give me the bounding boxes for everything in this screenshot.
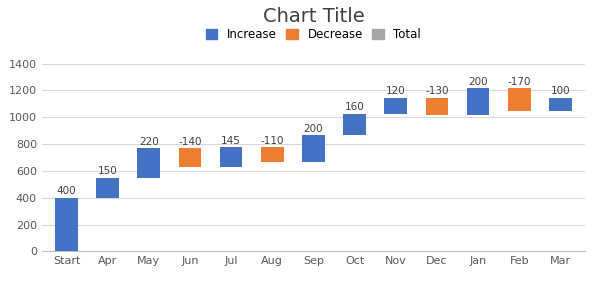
- Text: -140: -140: [179, 136, 202, 147]
- Bar: [508, 88, 531, 111]
- Text: -130: -130: [425, 86, 448, 96]
- Text: 120: 120: [386, 86, 405, 96]
- Title: Chart Title: Chart Title: [263, 7, 364, 26]
- Text: 145: 145: [221, 136, 241, 146]
- Bar: [261, 147, 284, 162]
- Bar: [137, 148, 160, 178]
- Text: 200: 200: [304, 124, 323, 134]
- Legend: Increase, Decrease, Total: Increase, Decrease, Total: [205, 28, 421, 41]
- Bar: [384, 98, 407, 114]
- Bar: [220, 147, 242, 167]
- Text: 200: 200: [468, 77, 488, 87]
- Bar: [302, 135, 325, 162]
- Bar: [343, 114, 366, 135]
- Bar: [549, 98, 572, 111]
- Text: -110: -110: [260, 136, 284, 146]
- Text: 400: 400: [57, 186, 76, 196]
- Text: 220: 220: [139, 136, 159, 147]
- Bar: [467, 88, 490, 115]
- Text: 100: 100: [550, 86, 570, 96]
- Bar: [426, 98, 448, 115]
- Text: 160: 160: [344, 102, 364, 112]
- Bar: [96, 178, 119, 198]
- Text: 150: 150: [98, 166, 118, 176]
- Bar: [179, 148, 201, 167]
- Bar: [55, 198, 78, 251]
- Text: -170: -170: [507, 77, 531, 87]
